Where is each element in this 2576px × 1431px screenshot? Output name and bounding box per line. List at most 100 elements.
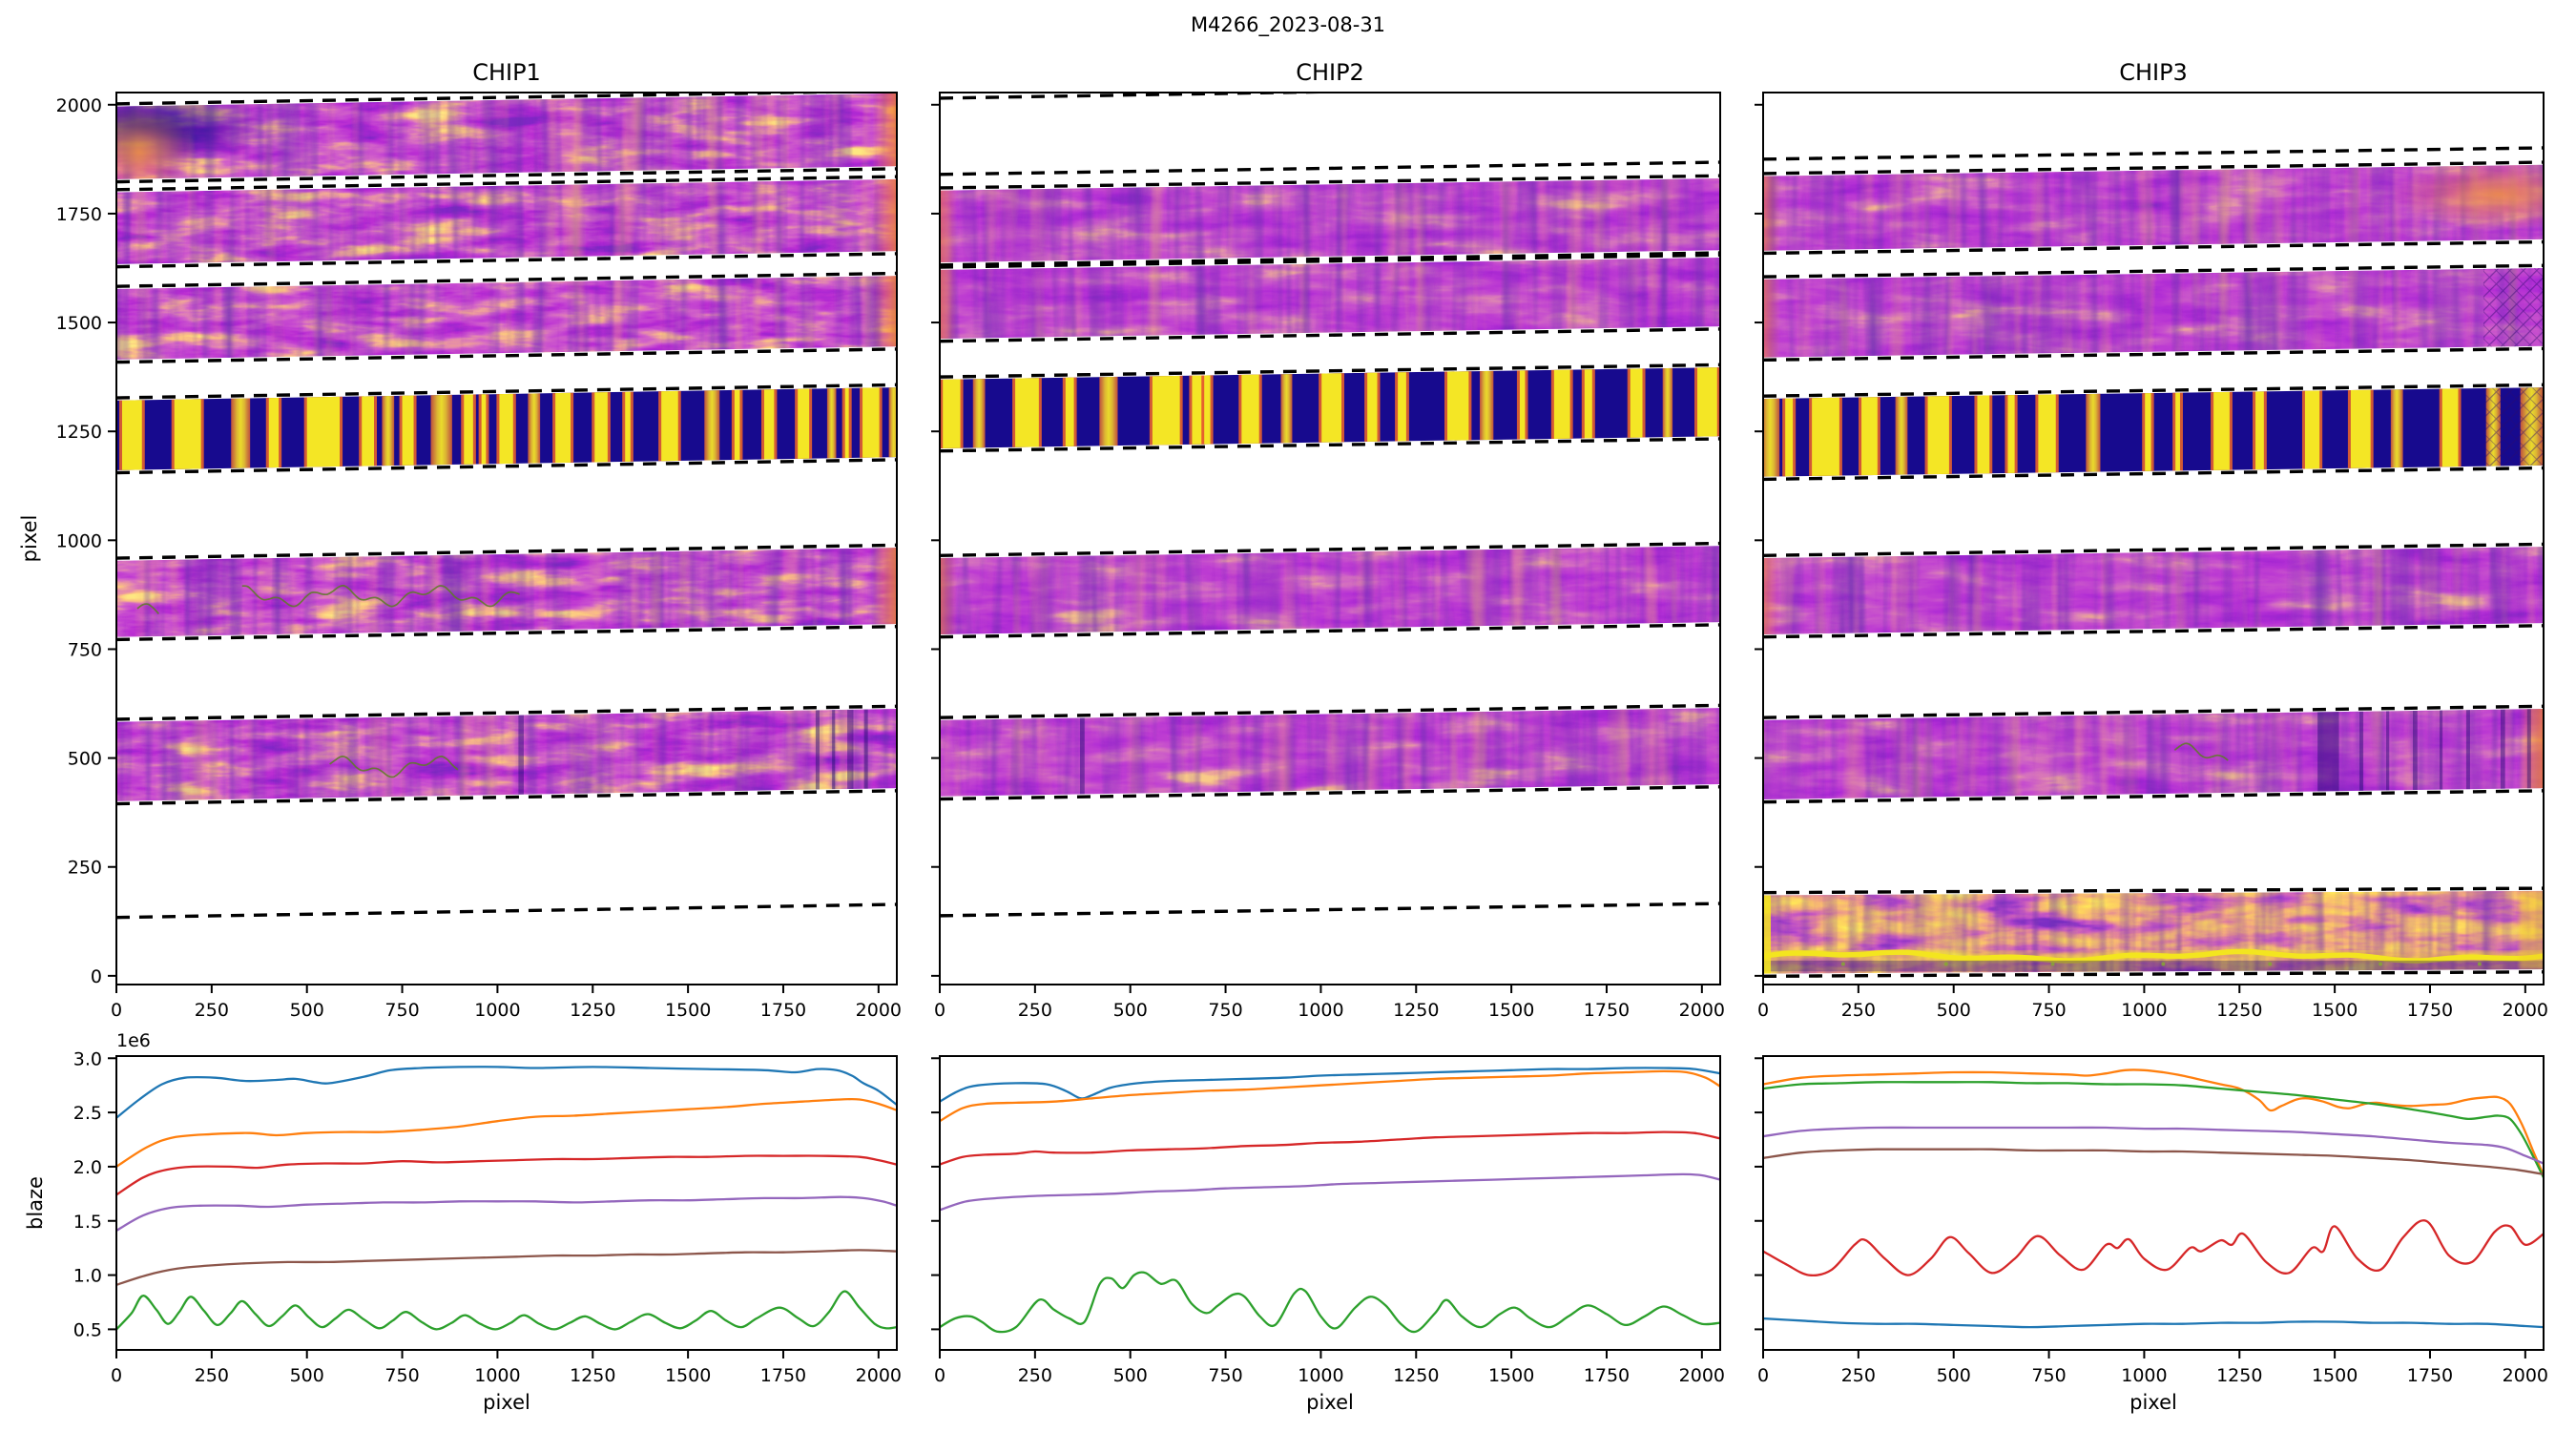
blaze1-ytick-label: 1.5 [73, 1212, 102, 1233]
chip2-order-upper-bound [940, 253, 1720, 269]
blaze3-blaze-order-4-brown [1762, 1148, 2545, 1176]
chip2-order-overlays [940, 546, 957, 634]
chip3-green-speck [2379, 962, 2383, 966]
chip3-order-overlays [1763, 890, 2544, 974]
chip2-xtick-label: 2000 [1679, 1000, 1725, 1021]
chip3-green-speck [1840, 962, 1845, 966]
chip3-edge-glow-left [1763, 267, 1780, 358]
chip3-order-band [1763, 387, 2544, 477]
chip3-order-overlays [1763, 547, 1780, 634]
chip2-order-band [940, 367, 1720, 448]
blaze1-xtick-label: 500 [290, 1365, 324, 1386]
blaze1-blaze-order-6-green [115, 1290, 898, 1331]
blaze1-xlabel: pixel [483, 1391, 530, 1414]
chip1-order-lower-bound [116, 789, 897, 806]
blaze2-series-layer [939, 1067, 1721, 1334]
chip2-edge-glow-left [940, 546, 957, 634]
chip1-dark-column [815, 709, 820, 793]
blaze1-ytick-label: 1.0 [73, 1266, 102, 1287]
chip3-order-band [1763, 890, 2544, 974]
chip2-panel-title: CHIP2 [1296, 59, 1364, 86]
blaze1-blaze-order-5-brown [115, 1249, 898, 1286]
blaze3-line-panel: 0 250 500 750 1000 1250 1500 1750 2000 pixel [1755, 1055, 2548, 1414]
chip3-green-speck [2050, 962, 2055, 966]
chip1-order-band [116, 709, 897, 801]
chip3-order-lower-bound [1763, 239, 2544, 256]
chip2-order-upper-bound [940, 174, 1720, 190]
chip2-order-upper-bound [940, 363, 1720, 379]
chip2-axes-spine [939, 92, 1721, 985]
chip3-panel-title: CHIP3 [2119, 59, 2188, 86]
chip3-order-lower-bound [1763, 970, 2544, 979]
chip2-order-band [940, 708, 1720, 797]
blaze3-axes-spine [1762, 1055, 2545, 1351]
blaze1-xtick-label: 0 [111, 1365, 122, 1386]
blaze2-xtick-label: 500 [1113, 1365, 1148, 1386]
chip1-dark-column [847, 709, 854, 792]
chip3-order-warm-streaks [1763, 267, 2544, 358]
chip2-xtick-label: 1000 [1298, 1000, 1343, 1021]
figure-title: M4266_2023-08-31 [1190, 13, 1386, 36]
chip1-edge-glow-right [872, 548, 897, 637]
blaze1-blaze-order-4-purple [115, 1195, 898, 1232]
chip1-order-band [116, 178, 897, 264]
chip3-order-band [1763, 709, 2544, 799]
chip1-xtick-label: 0 [111, 1000, 122, 1021]
chip3-xtick-label: 1750 [2407, 1000, 2453, 1021]
blaze2-line-panel: 0 250 500 750 1000 1250 1500 1750 2000 pixel [931, 1055, 1725, 1414]
chip1-contour-squiggle [136, 603, 159, 614]
chip2-barcode-speckle [940, 367, 1720, 448]
chip3-xtick-label: 1250 [2216, 1000, 2262, 1021]
blaze3-xtick-label: 250 [1841, 1365, 1876, 1386]
chip3-order-lower-bound [1763, 466, 2544, 482]
chip1-order-upper-bound [116, 704, 897, 721]
blaze3-xtick-label: 1500 [2312, 1365, 2358, 1386]
chip2-order-upper-bound [940, 703, 1720, 719]
chip2-order-upper-bound [940, 541, 1720, 558]
chip2-xtick-label: 250 [1018, 1000, 1052, 1021]
chip3-green-speck [1943, 962, 1948, 966]
chip1-orders-layer [116, 93, 897, 920]
blaze1-ytick-label: 3.0 [73, 1048, 102, 1069]
chip2-dark-column [1079, 715, 1085, 797]
blaze2-blaze-order-1-blue [939, 1067, 1721, 1103]
chip1-order-upper-bound [116, 175, 897, 192]
blaze3-xtick-label: 0 [1757, 1365, 1769, 1386]
chip1-ytick-label: 500 [68, 749, 102, 770]
blaze1-ytick-label: 2.5 [73, 1103, 102, 1124]
chip1-barcode-speckle [116, 387, 897, 470]
chip3-order-warm-streaks [1763, 709, 2544, 799]
blaze2-xtick-label: 2000 [1679, 1365, 1725, 1386]
blaze2-xtick-label: 750 [1208, 1365, 1242, 1386]
chip1-orange-blotch [116, 106, 197, 179]
chip3-bright-dark-base [1763, 960, 2544, 972]
chip1-dark-column [518, 712, 524, 798]
chip1-xtick-label: 1000 [474, 1000, 520, 1021]
chip2-edge-glow-left [940, 258, 957, 339]
blaze2-xtick-label: 1500 [1488, 1365, 1534, 1386]
chip2-order-warm-streaks [940, 546, 1720, 634]
chip3-order-band [1763, 267, 2544, 358]
chip2-order-bound-line [940, 902, 1720, 918]
chip1-xtick-label: 500 [290, 1000, 324, 1021]
chip1-panel-title: CHIP1 [472, 59, 541, 86]
chip3-order-upper-bound [1763, 542, 2544, 558]
blaze3-blaze-order-3-purple [1762, 1126, 2545, 1165]
chip1-xtick-label: 1500 [665, 1000, 711, 1021]
chip1-edge-glow-right [872, 93, 897, 179]
chip1-contour-squiggle [329, 756, 459, 778]
chip2-order-overlays [940, 258, 957, 339]
chip1-order-warm-streaks [116, 548, 897, 637]
blaze3-blaze-order-1-orange [1762, 1068, 2545, 1176]
chip2-order-warm-streaks [940, 258, 1720, 339]
blaze3-blaze-order-2-green [1762, 1081, 2545, 1178]
chip3-dark-column [2526, 709, 2531, 792]
blaze1-axes-spine [115, 1055, 898, 1351]
chip3-dark-column [2317, 709, 2339, 795]
blaze3-xtick-label: 1000 [2121, 1365, 2167, 1386]
blaze3-xtick-label: 1750 [2407, 1365, 2453, 1386]
blaze1-blaze-order-1-blue [115, 1066, 898, 1119]
blaze1-xtick-label: 1000 [474, 1365, 520, 1386]
blaze3-xlabel: pixel [2129, 1391, 2177, 1414]
chip3-xtick-label: 1500 [2312, 1000, 2358, 1021]
